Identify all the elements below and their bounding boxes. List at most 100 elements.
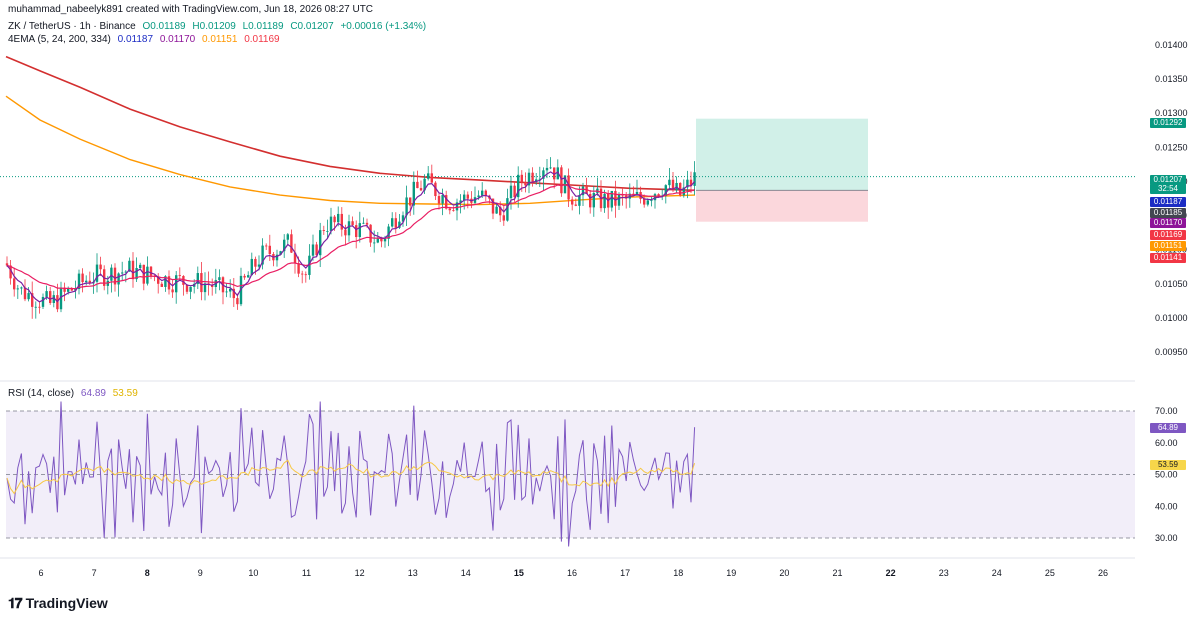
time-tick-label: 16 (567, 568, 577, 578)
candle-body (355, 225, 358, 238)
candle-body (448, 208, 451, 211)
candle-body (31, 293, 34, 307)
symbol-info-line[interactable]: ZK / TetherUS · 1h · Binance O0.01189 H0… (8, 21, 430, 32)
candle-body (571, 199, 574, 205)
candle-body (603, 193, 606, 209)
rsi-line (6, 401, 696, 547)
candle-body (236, 298, 239, 305)
candle-body (491, 198, 495, 214)
candle-body (409, 197, 412, 206)
candle-body (506, 198, 509, 221)
candle-body (621, 194, 624, 196)
candle-body (247, 275, 250, 278)
rsi-axis: 70.00 60.00 50.00 40.00 30.00 (1155, 406, 1178, 543)
candle-body (286, 234, 289, 240)
candle-body (340, 213, 343, 230)
candle-body (344, 229, 347, 236)
ema-value-200: 0.01151 (202, 34, 238, 45)
ema-value-24: 0.01170 (159, 34, 196, 45)
candle-body (535, 179, 538, 182)
long-position-stop-zone (696, 190, 868, 222)
candle-body (682, 187, 685, 196)
candle-body (531, 172, 534, 182)
candle-body (481, 190, 484, 196)
rsi-ma-value: 53.59 (112, 388, 138, 399)
price-tick-label: 0.01050 (1155, 279, 1188, 289)
candle-body (513, 185, 516, 198)
candle-body (329, 216, 333, 231)
ema-indicator-line[interactable]: 4EMA (5, 24, 200, 334) 0.01187 0.01170 0… (8, 34, 284, 45)
candle-body (149, 266, 153, 276)
candle-body (196, 273, 199, 284)
time-tick-label: 23 (939, 568, 949, 578)
candle-body (128, 260, 131, 272)
candle-body (16, 288, 19, 290)
candle-body (373, 242, 376, 244)
candle-body (617, 194, 621, 206)
candle-body (419, 188, 423, 191)
time-tick-label: 7 (92, 568, 97, 578)
candle-body (362, 222, 365, 224)
symbol-title[interactable]: ZK / TetherUS · 1h · Binance (8, 21, 136, 32)
rsi-title[interactable]: RSI (14, close) (8, 388, 75, 399)
tradingview-logo[interactable]: 𝟏𝟕 TradingView (8, 594, 108, 612)
candle-body (391, 218, 394, 227)
candle-body (301, 273, 304, 275)
candle-body (383, 238, 387, 242)
ema-value-5: 0.01187 (117, 34, 154, 45)
candle-body (59, 287, 63, 310)
candle-body (578, 195, 581, 206)
candle-body (232, 288, 235, 299)
candle-body (243, 275, 246, 278)
candle-body (23, 287, 27, 300)
price-pane (0, 55, 1135, 559)
candle-body (81, 273, 84, 283)
ema-title[interactable]: 4EMA (5, 24, 200, 334) (8, 34, 111, 45)
candle-body (459, 200, 462, 203)
candle-body (121, 272, 124, 274)
candle-body (502, 215, 505, 221)
candle-body (689, 179, 693, 186)
candle-body (477, 195, 480, 198)
candle-body (686, 179, 689, 188)
candle-body (650, 200, 653, 202)
candle-body (452, 210, 455, 212)
time-tick-label: 13 (408, 568, 418, 578)
time-tick-label: 25 (1045, 568, 1055, 578)
candle-body (20, 287, 23, 289)
candle-body (67, 288, 70, 292)
candle-body (311, 244, 315, 256)
price-tag: 0.01207 (1150, 175, 1186, 185)
candle-body (581, 186, 585, 196)
candle-body (412, 181, 415, 206)
candle-body (113, 267, 117, 285)
candle-body (268, 245, 271, 255)
candle-body (610, 190, 613, 208)
time-tick-label: 9 (198, 568, 203, 578)
candle-body (437, 196, 441, 204)
price-tag: 0.01169 (1150, 230, 1186, 240)
candle-body (322, 230, 325, 231)
rsi-tag: 53.59 (1150, 460, 1186, 470)
candle-body (124, 271, 127, 273)
candle-body (589, 193, 592, 208)
time-tick-label: 24 (992, 568, 1002, 578)
candle-body (99, 264, 102, 270)
candle-body (265, 245, 268, 247)
candle-body (542, 170, 545, 179)
candle-body (49, 291, 52, 303)
candle-body (175, 275, 178, 293)
time-tick-label: 12 (355, 568, 365, 578)
candle-body (164, 276, 167, 287)
candle-body (110, 267, 113, 281)
candle-body (527, 172, 531, 186)
candle-body (275, 254, 279, 261)
price-tag: 0.01292 (1150, 118, 1186, 128)
candle-body (333, 216, 336, 223)
rsi-indicator-line[interactable]: RSI (14, close) 64.89 53.59 (8, 388, 142, 399)
candle-body (495, 206, 498, 214)
candle-body (430, 173, 433, 183)
candle-body (290, 234, 293, 253)
rsi-ma-line (6, 459, 696, 495)
